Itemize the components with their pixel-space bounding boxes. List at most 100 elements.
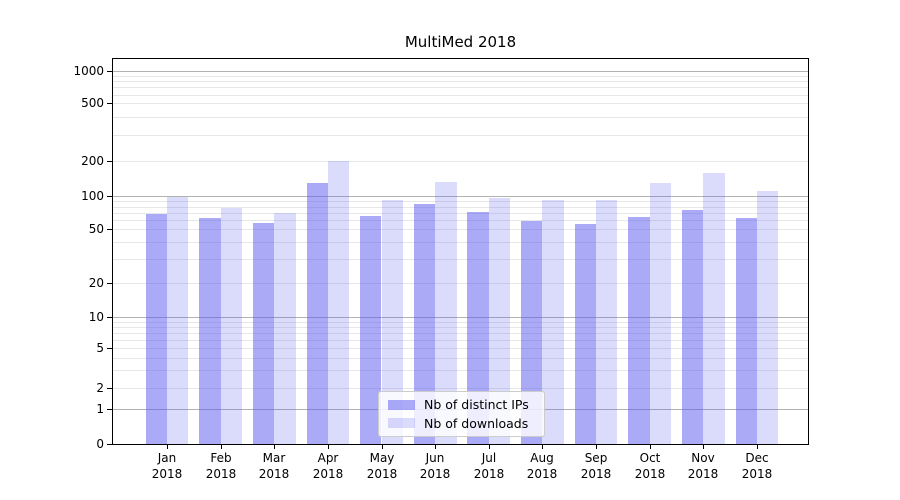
x-tick-label-aug: Aug [530, 451, 554, 465]
bar-downloads-mar [274, 213, 296, 444]
bar-downloads-aug [542, 200, 564, 444]
chart-title: MultiMed 2018 [404, 33, 517, 51]
x-tick-mark-jul [489, 445, 490, 449]
bar-distinct-ips-jul [467, 212, 489, 444]
x-tick-label-year-aug: 2018 [526, 467, 558, 481]
bar-distinct-ips-mar [252, 223, 275, 444]
y-tick-label-1: 1 [96, 402, 104, 416]
y-tick-mark-50 [107, 229, 113, 230]
x-tick-label-dec: Dec [745, 451, 769, 465]
y-gridline-minor-90 [113, 201, 808, 202]
y-tick-mark-0 [107, 444, 113, 445]
x-tick-label-year-jul: 2018 [473, 467, 505, 481]
y-tick-label-500: 500 [81, 96, 104, 110]
y-gridline-minor-30 [113, 259, 808, 260]
y-gridline-minor-6 [113, 340, 808, 341]
x-tick-label-year-jun: 2018 [419, 467, 451, 481]
bar-downloads-nov [703, 173, 725, 444]
legend-label-distinct-ips: Nb of distinct IPs [424, 397, 529, 413]
y-gridline-minor-70 [113, 213, 808, 214]
y-tick-label-20: 20 [88, 276, 104, 290]
y-gridline-minor-2 [113, 388, 808, 389]
y-tick-mark-200 [107, 161, 113, 162]
y-tick-mark-1 [107, 409, 113, 410]
bar-distinct-ips-sep [574, 224, 596, 444]
bar-distinct-ips-nov [681, 210, 704, 444]
y-gridline-minor-60 [113, 220, 808, 221]
legend-swatch-distinct-ips [388, 399, 415, 410]
y-tick-label-5: 5 [96, 341, 104, 355]
y-tick-mark-2 [107, 388, 113, 389]
y-tick-mark-1000 [107, 71, 113, 72]
bar-distinct-ips-may [360, 216, 382, 444]
x-tick-label-nov: Nov [691, 451, 715, 465]
x-tick-mark-jun [435, 445, 436, 449]
x-tick-label-year-dec: 2018 [741, 467, 773, 481]
bar-downloads-jan [167, 197, 189, 444]
x-tick-mark-dec [757, 445, 758, 449]
bar-distinct-ips-dec [735, 218, 757, 444]
bar-downloads-may [381, 200, 403, 444]
y-tick-mark-100 [107, 196, 113, 197]
y-gridline-minor-5 [113, 348, 808, 349]
legend-entry-downloads: Nb of downloads [388, 416, 538, 431]
x-tick-mark-aug [542, 445, 543, 449]
legend-swatch-downloads [388, 418, 415, 429]
x-tick-label-year-feb: 2018 [205, 467, 237, 481]
bar-downloads-jun [435, 182, 457, 444]
y-gridline-minor-40 [113, 242, 808, 243]
x-tick-mark-mar [274, 445, 275, 449]
y-tick-label-2: 2 [96, 381, 104, 395]
bar-downloads-sep [596, 200, 618, 444]
y-tick-label-10: 10 [88, 310, 104, 324]
y-gridline-minor-3 [113, 370, 808, 371]
x-tick-mark-sep [596, 445, 597, 449]
legend-label-downloads: Nb of downloads [424, 415, 529, 431]
x-tick-label-jul: Jul [481, 451, 497, 465]
x-tick-label-oct: Oct [639, 451, 661, 465]
x-tick-label-year-mar: 2018 [258, 467, 290, 481]
y-gridline-major-10 [113, 317, 808, 318]
y-gridline-minor-700 [113, 87, 808, 88]
y-gridline-minor-4 [113, 358, 808, 359]
y-gridline-major-100 [113, 196, 808, 197]
x-tick-label-year-apr: 2018 [312, 467, 344, 481]
bar-downloads-apr [327, 161, 350, 444]
x-tick-label-mar: Mar [262, 451, 286, 465]
y-tick-mark-10 [107, 317, 113, 318]
y-gridline-minor-900 [113, 76, 808, 77]
y-gridline-minor-800 [113, 81, 808, 82]
x-tick-label-apr: Apr [317, 451, 339, 465]
y-gridline-minor-200 [113, 161, 808, 162]
bar-downloads-jul [488, 198, 511, 444]
y-tick-label-50: 50 [88, 222, 104, 236]
bar-downloads-dec [756, 191, 779, 444]
y-gridline-minor-400 [113, 117, 808, 118]
y-gridline-minor-600 [113, 95, 808, 96]
legend-entry-distinct-ips: Nb of distinct IPs [388, 397, 538, 412]
x-tick-label-sep: Sep [584, 451, 608, 465]
y-gridline-minor-9 [113, 322, 808, 323]
x-tick-mark-apr [328, 445, 329, 449]
bar-distinct-ips-jan [145, 214, 167, 444]
x-tick-mark-feb [221, 445, 222, 449]
plot-area [112, 58, 809, 445]
x-tick-label-year-sep: 2018 [580, 467, 612, 481]
bar-downloads-oct [649, 183, 672, 444]
bar-downloads-feb [220, 208, 242, 444]
y-gridline-minor-80 [113, 207, 808, 208]
y-gridline-minor-300 [113, 135, 808, 136]
y-tick-mark-20 [107, 283, 113, 284]
bar-distinct-ips-apr [306, 183, 328, 444]
x-tick-mark-jan [167, 445, 168, 449]
x-tick-mark-oct [650, 445, 651, 449]
x-tick-label-year-oct: 2018 [634, 467, 666, 481]
y-gridline-minor-50 [113, 229, 808, 230]
bar-distinct-ips-oct [628, 217, 650, 444]
y-gridline-major-1000 [113, 71, 808, 72]
x-tick-label-may: May [369, 451, 395, 465]
y-tick-label-0: 0 [96, 437, 104, 451]
x-tick-label-year-may: 2018 [366, 467, 398, 481]
y-gridline-minor-8 [113, 327, 808, 328]
